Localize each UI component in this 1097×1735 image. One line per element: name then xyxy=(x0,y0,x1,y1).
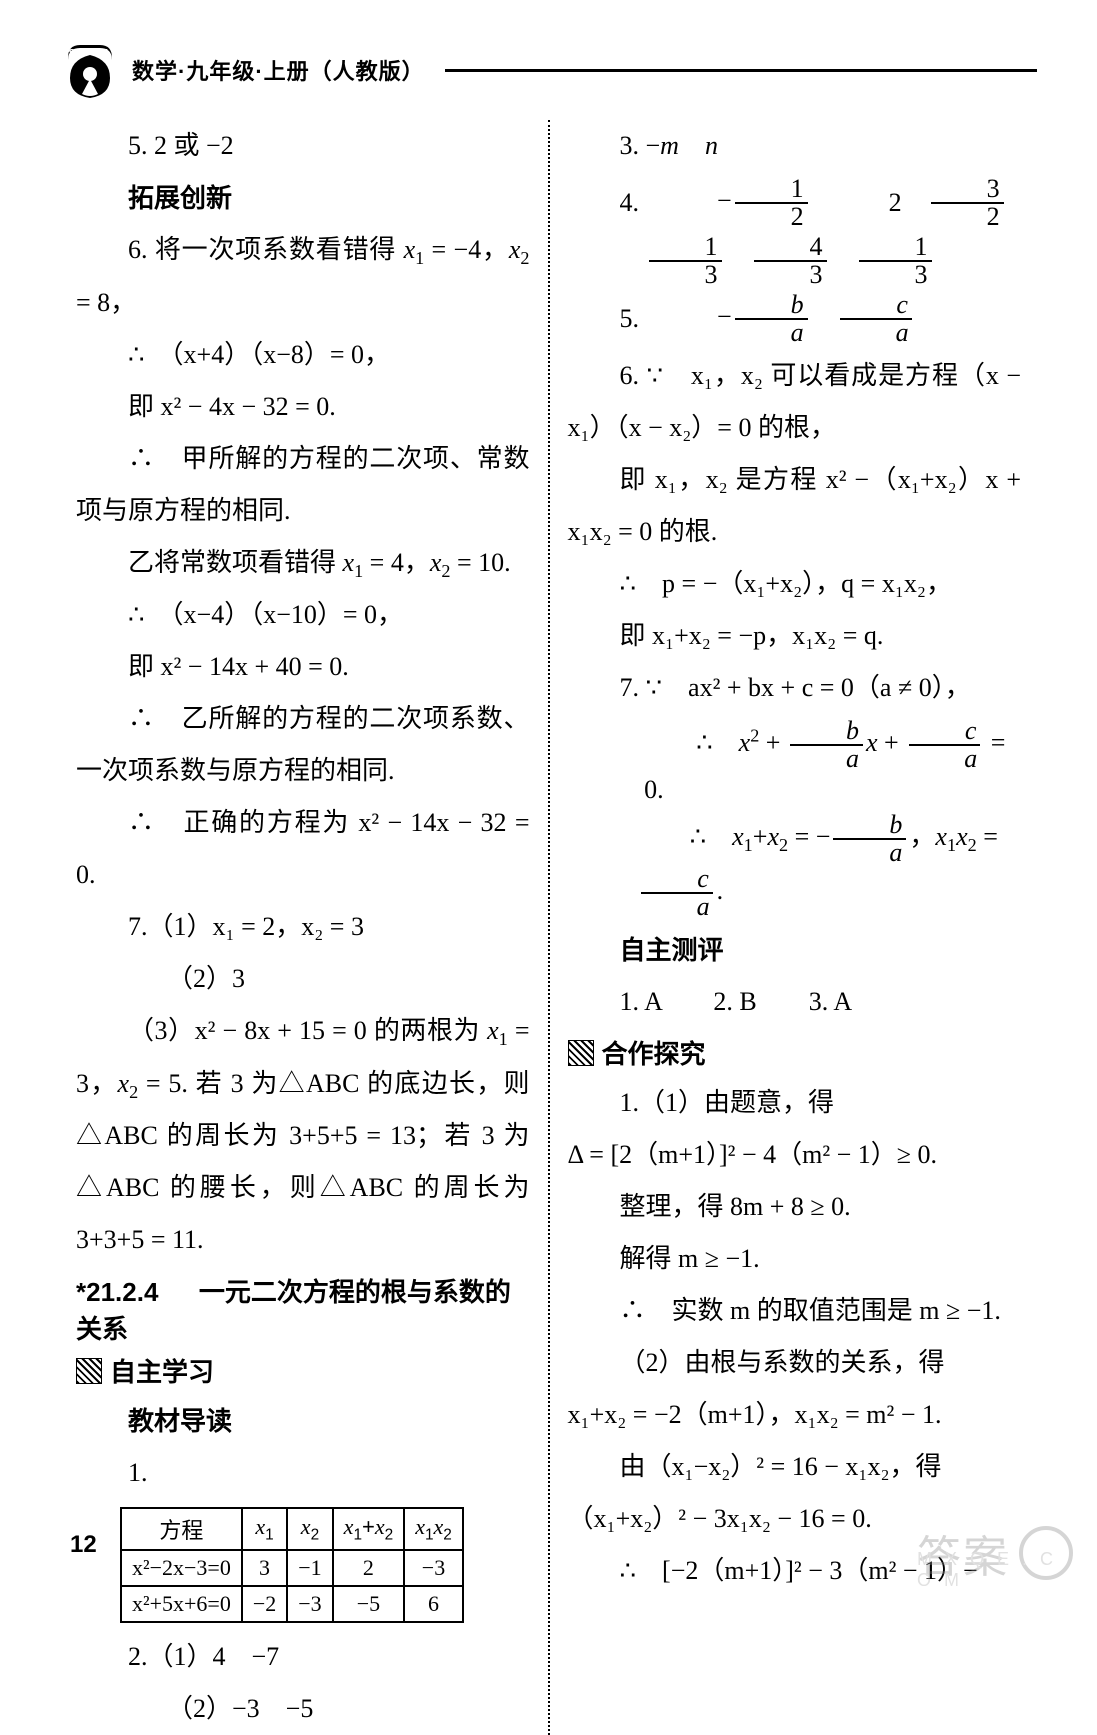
eq: ∴ x1+x2 = −ba，x1x2 = ca. xyxy=(638,812,1021,920)
eq: ∴ x2 + bax + ca = 0. xyxy=(644,718,1021,808)
left-p1: 5. 2 或 −2 xyxy=(76,120,530,172)
watermark-url: M X Q E . C O M xyxy=(917,1549,1073,1591)
td: −1 xyxy=(287,1550,332,1586)
th: x1 xyxy=(242,1508,287,1550)
left-p6: ∴ 甲所解的方程的二次项、常数项与原方程的相同. xyxy=(76,433,530,537)
right-answers: 1. A 2. B 3. A xyxy=(568,976,1022,1028)
th: x1x2 xyxy=(404,1508,463,1550)
table-header-row: 方程 x1 x2 x1+x2 x1x2 xyxy=(121,1508,463,1550)
td: 6 xyxy=(404,1586,463,1622)
left-p14: （3）x² − 8x + 15 = 0 的两根为 x1 = 3，x2 = 5. … xyxy=(76,1005,530,1266)
text: 乙将常数项看错得 xyxy=(128,548,343,577)
table-lead: 1. xyxy=(76,1447,530,1499)
hatch-icon xyxy=(568,1040,594,1066)
frac-item: ca xyxy=(840,292,913,346)
left-p7: 乙将常数项看错得 x1 = 4，x2 = 10. xyxy=(76,537,530,590)
sub-self-study: 自主学习 xyxy=(76,1352,530,1389)
text: = 5. 若 3 为△ABC 的底边长，则△ABC 的周长为 3+5+5 = 1… xyxy=(76,1069,530,1255)
right-frac5: 5. −ba ca xyxy=(568,292,1022,346)
left-p8: ∴ （x−4）（x−10）= 0， xyxy=(76,589,530,641)
school-logo-icon: SCHOOL xyxy=(60,40,120,100)
table-row: x²+5x+6=0 −2 −3 −5 6 xyxy=(121,1586,463,1622)
td: x²+5x+6=0 xyxy=(121,1586,242,1622)
section-21-2-4: *21.2.4 一元二次方程的根与系数的关系 xyxy=(76,1272,530,1346)
frac-item: 13 xyxy=(649,234,722,288)
left-p12: 7.（1）x₁ = 2，x₂ = 3 xyxy=(76,901,530,953)
right-p14: Δ = [2（m+1）]² − 4（m² − 1）≥ 0. xyxy=(568,1129,1022,1181)
right-p19: x₁+x₂ = −2（m+1），x₁x₂ = m² − 1. xyxy=(568,1389,1022,1441)
watermark: 答案 M X Q E . C O M xyxy=(917,1521,1073,1585)
text: = −4， xyxy=(424,235,509,264)
page: SCHOOL 数学·九年级·上册（人教版） 5. 2 或 −2 拓展创新 6. … xyxy=(0,0,1097,1599)
right-p15: 整理，得 8m + 8 ≥ 0. xyxy=(568,1181,1022,1233)
th: x2 xyxy=(287,1508,332,1550)
right-p7: 即 x₁，x₂ 是方程 x² −（x₁+x₂）x + x₁x₂ = 0 的根. xyxy=(568,454,1022,558)
th: 方程 xyxy=(121,1508,242,1550)
td: −2 xyxy=(242,1586,287,1622)
left-p3: 6. 将一次项系数看错得 x1 = −4，x2 = 8， xyxy=(76,224,530,329)
table-row: x²−2x−3=0 3 −1 2 −3 xyxy=(121,1550,463,1586)
sub-label: 自主学习 xyxy=(110,1352,214,1389)
right-eq-ba: ∴ x2 + bax + ca = 0. xyxy=(568,718,1022,808)
right-p8: ∴ p = −（x₁+x₂），q = x₁x₂， xyxy=(568,558,1022,610)
left-p16: （2）−3 −5 xyxy=(76,1683,530,1735)
sub-textbook: 教材导读 xyxy=(76,1395,530,1447)
frac-item: −12 xyxy=(665,176,811,230)
frac-item: −ba xyxy=(665,292,811,346)
right-p9: 即 x₁+x₂ = −p，x₁x₂ = q. xyxy=(568,610,1022,662)
column-divider xyxy=(548,120,550,1735)
right-p6: 6. ∵ x₁，x₂ 可以看成是方程（x − x₁）（x − x₂）= 0 的根… xyxy=(568,350,1022,454)
text: = 4， xyxy=(363,548,430,577)
left-p9: 即 x² − 14x + 40 = 0. xyxy=(76,641,530,693)
sub-coop: 合作探究 xyxy=(568,1034,1022,1071)
right-frac4b: 13 43 13 xyxy=(568,234,1022,288)
hatch-icon xyxy=(76,1358,102,1384)
content-columns: 5. 2 或 −2 拓展创新 6. 将一次项系数看错得 x1 = −4，x2 =… xyxy=(60,120,1037,1735)
left-column: 5. 2 或 −2 拓展创新 6. 将一次项系数看错得 x1 = −4，x2 =… xyxy=(60,120,546,1735)
left-p11: ∴ 正确的方程为 x² − 14x − 32 = 0. xyxy=(76,797,530,901)
page-number: 12 xyxy=(70,1531,97,1559)
td: x²−2x−3=0 xyxy=(121,1550,242,1586)
left-p4: ∴ （x+4）（x−8）= 0， xyxy=(76,329,530,381)
text: 6. 将一次项系数看错得 xyxy=(128,235,404,264)
section-number: *21.2.4 xyxy=(76,1277,158,1307)
right-p20: 由（x₁−x₂）² = 16 − x₁x₂，得 xyxy=(568,1441,1022,1493)
td: −5 xyxy=(333,1586,405,1622)
left-p5: 即 x² − 4x − 32 = 0. xyxy=(76,381,530,433)
plain-item: 2 xyxy=(837,185,902,221)
sub-label: 合作探究 xyxy=(602,1034,706,1071)
left-p10: ∴ 乙所解的方程的二次项系数、一次项系数与原方程的相同. xyxy=(76,693,530,797)
right-p13: 1.（1）由题意，得 xyxy=(568,1077,1022,1129)
td: −3 xyxy=(287,1586,332,1622)
lead: 5. xyxy=(568,301,640,337)
lead: 4. xyxy=(568,185,640,221)
right-p17: ∴ 实数 m 的取值范围是 m ≥ −1. xyxy=(568,1285,1022,1337)
text: （3）x² − 8x + 15 = 0 的两根为 xyxy=(128,1016,487,1045)
text: = 10. xyxy=(450,548,510,577)
right-p10: 7. ∵ ax² + bx + c = 0（a ≠ 0）， xyxy=(568,662,1022,714)
frac-item: 32 xyxy=(931,176,1004,230)
page-header: SCHOOL 数学·九年级·上册（人教版） xyxy=(60,40,1037,100)
right-p16: 解得 m ≥ −1. xyxy=(568,1233,1022,1285)
td: 2 xyxy=(333,1550,405,1586)
header-rule xyxy=(445,69,1037,72)
right-p18: （2）由根与系数的关系，得 xyxy=(568,1337,1022,1389)
td: −3 xyxy=(404,1550,463,1586)
frac-item: 13 xyxy=(859,234,932,288)
right-p1: 3. −m n xyxy=(568,120,1022,172)
td: 3 xyxy=(242,1550,287,1586)
left-p2: 拓展创新 xyxy=(76,172,530,224)
right-frac4: 4. −12 2 32 xyxy=(568,176,1022,230)
roots-table: 方程 x1 x2 x1+x2 x1x2 x²−2x−3=0 3 −1 2 −3 … xyxy=(120,1507,464,1623)
frac-item: 43 xyxy=(754,234,827,288)
text: = 8， xyxy=(76,288,136,317)
th: x1+x2 xyxy=(333,1508,405,1550)
right-column: 3. −m n 4. −12 2 32 13 43 13 5. −ba ca 6… xyxy=(552,120,1038,1735)
left-p15: 2.（1）4 −7 xyxy=(76,1631,530,1683)
sub-selftest: 自主测评 xyxy=(568,924,1022,976)
header-title: 数学·九年级·上册（人教版） xyxy=(132,54,425,86)
left-p13: （2）3 xyxy=(76,953,530,1005)
right-eq-sum: ∴ x1+x2 = −ba，x1x2 = ca. xyxy=(568,812,1022,920)
